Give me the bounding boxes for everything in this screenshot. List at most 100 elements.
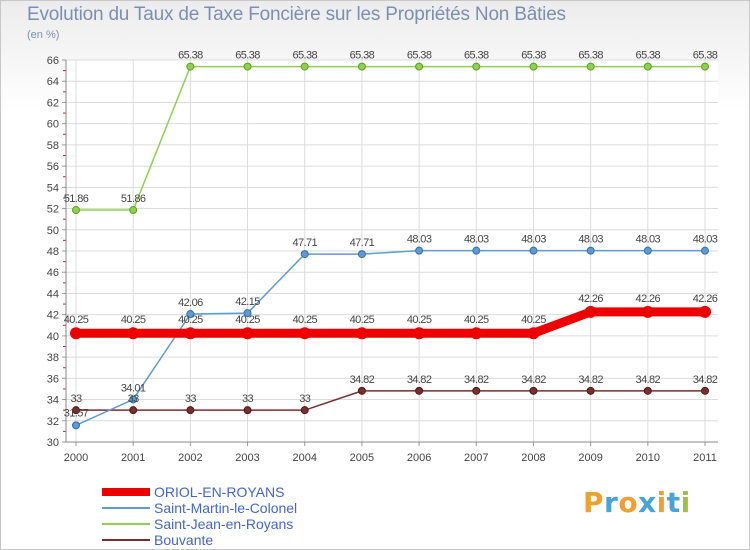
- chart-title: Evolution du Taux de Taxe Foncière sur l…: [27, 4, 566, 25]
- data-point: [70, 327, 82, 340]
- x-tick-label: 2007: [464, 452, 488, 464]
- x-tick-label: 2005: [350, 452, 374, 464]
- series-line: [71, 307, 710, 338]
- data-label: 65.38: [464, 50, 489, 62]
- data-label: 40.25: [521, 314, 546, 326]
- data-label: 34.82: [350, 374, 375, 386]
- data-point: [586, 386, 595, 395]
- data-label: 33: [128, 393, 140, 405]
- data-label: 34.82: [464, 374, 489, 386]
- y-tick-label: 52: [47, 204, 59, 216]
- brand-logo: Proxiti: [583, 486, 691, 519]
- y-tick-label: 40: [47, 331, 59, 343]
- y-tick-label: 62: [47, 97, 59, 109]
- data-label: 47.71: [350, 237, 375, 249]
- brand-letter: r: [604, 486, 619, 519]
- data-label: 34.82: [521, 374, 546, 386]
- brand-letter: i: [680, 486, 691, 519]
- data-label: 48.03: [636, 234, 661, 246]
- data-label: 33: [70, 393, 82, 405]
- brand-letter: o: [618, 486, 639, 519]
- data-label: 48.03: [464, 234, 489, 246]
- data-point: [243, 62, 252, 71]
- data-point: [586, 246, 595, 255]
- legend-label: ORIOL-EN-ROYANS: [154, 484, 285, 500]
- data-point: [699, 305, 711, 318]
- data-point: [701, 62, 709, 71]
- x-tick-label: 2000: [64, 452, 88, 464]
- data-label: 65.38: [521, 50, 546, 62]
- legend-swatch: [102, 539, 150, 541]
- y-tick-label: 42: [47, 310, 59, 322]
- y-tick-label: 56: [47, 161, 59, 173]
- data-point: [186, 62, 195, 71]
- data-point: [72, 206, 80, 215]
- data-label: 65.38: [235, 50, 260, 62]
- data-point: [357, 62, 366, 71]
- x-tick-label: 2006: [407, 452, 431, 464]
- data-point: [472, 386, 481, 395]
- y-tick-label: 34: [47, 395, 59, 407]
- y-tick-label: 32: [47, 416, 59, 428]
- y-tick-label: 38: [47, 352, 59, 364]
- y-tick-label: 66: [47, 55, 59, 67]
- data-label: 48.03: [693, 234, 718, 246]
- y-tick-label: 30: [47, 437, 59, 449]
- series-line: [75, 390, 706, 411]
- legend-label: Saint-Martin-le-Colonel: [154, 500, 298, 516]
- data-point: [529, 62, 538, 71]
- data-point: [470, 327, 483, 340]
- data-label: 42.26: [578, 293, 603, 305]
- legend-label: Saint-Jean-en-Royans: [154, 516, 294, 532]
- data-label: 42.26: [693, 293, 718, 305]
- data-point: [701, 246, 709, 255]
- y-tick-label: 60: [47, 119, 59, 131]
- data-point: [701, 386, 709, 395]
- data-label: 33: [299, 393, 311, 405]
- data-label: 40.25: [178, 314, 203, 326]
- data-label: 40.25: [121, 314, 146, 326]
- y-tick-label: 54: [47, 182, 59, 194]
- data-label: 47.71: [292, 237, 317, 249]
- data-point: [186, 310, 195, 319]
- data-point: [529, 246, 538, 255]
- data-point: [127, 327, 140, 340]
- data-point: [472, 62, 481, 71]
- data-point: [643, 246, 652, 255]
- x-tick-label: 2001: [121, 452, 145, 464]
- data-point: [72, 421, 80, 430]
- brand-letter: x: [638, 486, 657, 519]
- legend-item: Bouvante: [102, 532, 297, 548]
- brand-letter: t: [666, 486, 681, 519]
- data-label: 65.38: [693, 50, 718, 62]
- data-label: 51.86: [64, 193, 89, 205]
- data-point: [527, 327, 540, 340]
- data-label: 51.86: [121, 193, 146, 205]
- series-line: [75, 249, 706, 427]
- data-label: 42.15: [235, 296, 260, 308]
- data-label: 42.06: [178, 297, 203, 309]
- data-label: 34.01: [121, 382, 146, 394]
- data-label: 40.25: [292, 314, 317, 326]
- series-line: [75, 65, 706, 211]
- x-tick-label: 2009: [578, 452, 602, 464]
- x-tick-label: 2010: [636, 452, 660, 464]
- data-label: 34.82: [578, 374, 603, 386]
- x-tick-label: 2004: [292, 452, 316, 464]
- data-point: [241, 327, 254, 340]
- legend-item: Saint-Jean-en-Royans: [102, 516, 297, 532]
- data-label: 31.57: [64, 407, 89, 419]
- y-tick-label: 44: [47, 288, 59, 300]
- legend-item: Saint-Martin-le-Colonel: [102, 500, 297, 516]
- data-label: 40.25: [235, 314, 260, 326]
- data-point: [413, 327, 426, 340]
- data-point: [186, 406, 195, 415]
- data-label: 65.38: [636, 50, 661, 62]
- data-point: [415, 62, 424, 71]
- brand-letter: i: [656, 486, 667, 519]
- legend-item: ORIOL-EN-ROYANS: [102, 484, 297, 500]
- legend-swatch: [102, 488, 150, 496]
- data-point: [472, 246, 481, 255]
- data-label: 65.38: [292, 50, 317, 62]
